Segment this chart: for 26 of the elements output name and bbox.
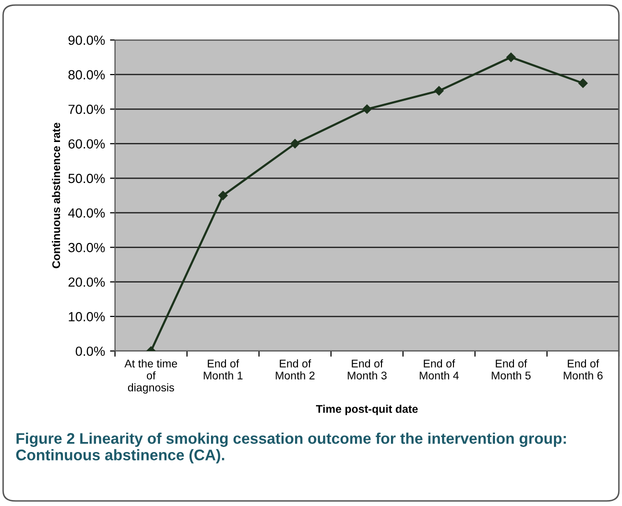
x-tick-label: End of Month 1 xyxy=(204,359,243,380)
point xyxy=(290,139,300,148)
point xyxy=(506,52,516,62)
x-tick-label: End of Month 3 xyxy=(348,359,387,380)
y-tick-label: 40.0% xyxy=(68,208,105,218)
x-tick-label: End of Month 5 xyxy=(492,359,531,380)
y-tick-label: 90.0% xyxy=(68,36,105,45)
y-tick-label: 60.0% xyxy=(68,139,105,149)
point xyxy=(218,190,228,200)
x-axis-title: Time post-quit date xyxy=(316,404,418,416)
y-tick-label: 20.0% xyxy=(68,277,105,287)
y-tick-label: 30.0% xyxy=(68,242,105,252)
x-tick-label: End of Month 4 xyxy=(420,359,459,380)
x-tick-label: End of Month 6 xyxy=(564,359,603,380)
point xyxy=(362,104,372,114)
x-tick-label: At the time of diagnosis xyxy=(124,359,178,394)
caption: Figure 2 Linearity of smoking cessation outcome for the intervention group: Continuous abstinence (CA). xyxy=(16,432,566,464)
y-tick-label: 10.0% xyxy=(68,312,105,322)
point xyxy=(434,86,444,96)
y-tick-label: 80.0% xyxy=(68,70,105,80)
y-tick-label: 70.0% xyxy=(68,104,105,114)
y-tick-label: 50.0% xyxy=(68,174,105,184)
y-tick-label: 0.0% xyxy=(76,346,105,356)
x-tick-label: End of Month 2 xyxy=(276,359,315,380)
y-axis-title: Continuous abstinence rate xyxy=(52,122,60,268)
point xyxy=(578,78,588,88)
